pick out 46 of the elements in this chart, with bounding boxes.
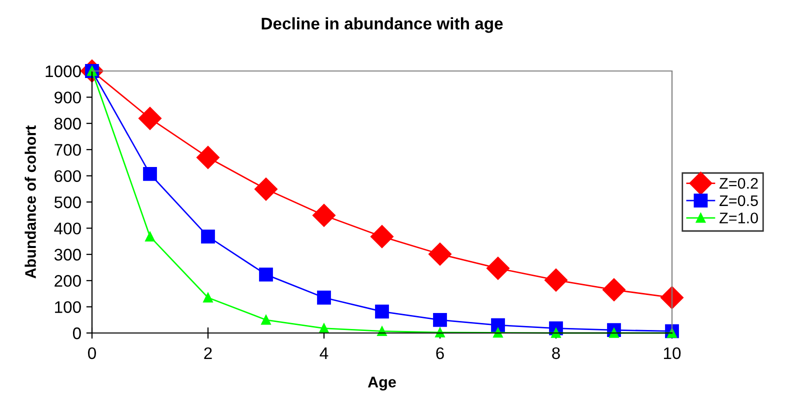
- y-axis-title: Abundance of cohort: [24, 125, 36, 278]
- y-tick-label: 400: [54, 222, 81, 234]
- point: [201, 230, 215, 244]
- y-tick-label: 0: [72, 327, 81, 340]
- point: [660, 286, 684, 310]
- point: [203, 292, 213, 302]
- point: [319, 323, 329, 334]
- point: [143, 167, 157, 181]
- x-tick-label: 8: [552, 347, 560, 360]
- point: [544, 268, 568, 292]
- y-tick-label: 200: [54, 275, 81, 287]
- x-tick-label: 6: [436, 347, 444, 360]
- y-tick-label: 700: [54, 144, 81, 156]
- legend-label: Z=0.5: [720, 195, 758, 206]
- y-tick-label: 100: [55, 301, 81, 314]
- x-axis-title: Age: [368, 376, 396, 391]
- point: [602, 278, 626, 302]
- point: [491, 318, 505, 332]
- point: [428, 242, 452, 266]
- point: [433, 312, 447, 327]
- y-tick-label: 1000: [46, 65, 81, 78]
- y-tick-label: 500: [54, 196, 81, 208]
- point: [435, 328, 445, 338]
- point: [375, 304, 389, 318]
- point: [370, 225, 394, 248]
- legend-label: Z=0.2: [720, 178, 758, 189]
- y-tick-label: 900: [54, 92, 81, 104]
- point: [138, 106, 162, 130]
- point: [493, 328, 503, 338]
- legend-label: Z=1.0: [720, 212, 758, 224]
- point: [254, 178, 278, 201]
- point: [196, 146, 220, 169]
- point: [259, 268, 273, 282]
- point: [486, 256, 510, 280]
- x-tick-label: 4: [320, 348, 328, 359]
- point: [145, 232, 155, 242]
- point: [261, 315, 271, 325]
- point: [317, 290, 331, 305]
- x-tick-label: 0: [88, 347, 96, 360]
- chart-title: Decline in abundance with age: [262, 17, 503, 33]
- x-tick-label: 2: [204, 347, 212, 359]
- y-tick-label: 300: [54, 248, 81, 261]
- y-tick-label: 800: [54, 118, 81, 130]
- y-tick-label: 600: [54, 170, 81, 182]
- point: [312, 204, 336, 227]
- x-tick-label: 10: [664, 347, 681, 360]
